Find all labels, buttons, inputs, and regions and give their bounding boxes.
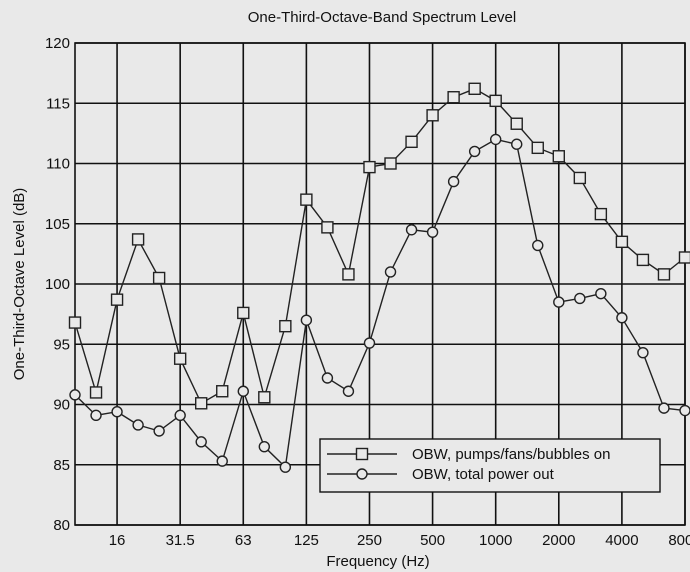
data-point-circle xyxy=(342,385,355,397)
y-tick-label: 115 xyxy=(46,95,70,112)
data-point-square xyxy=(89,386,103,399)
x-tick-label: 1000 xyxy=(479,532,512,549)
data-point-circle xyxy=(384,266,397,278)
y-tick-label: 80 xyxy=(53,517,70,534)
y-tick-label: 85 xyxy=(53,457,70,474)
data-point-circle xyxy=(553,296,565,308)
data-point-square xyxy=(68,316,82,329)
data-point-square xyxy=(489,94,502,108)
legend-entry: OBW, total power out xyxy=(327,466,555,483)
x-tick-label: 8000 xyxy=(668,532,690,549)
legend-circle-marker xyxy=(356,468,368,480)
series-line xyxy=(74,138,686,469)
data-point-square xyxy=(173,352,187,365)
data-point-circle xyxy=(90,409,102,422)
data-point-circle xyxy=(258,440,271,453)
data-point-circle xyxy=(321,372,334,384)
data-point-circle xyxy=(426,226,439,238)
y-axis-label: One-Third-Octave Level (dB) xyxy=(11,188,28,381)
data-point-circle xyxy=(216,455,228,467)
x-axis-label: Frequency (Hz) xyxy=(326,553,429,570)
data-point-square xyxy=(447,91,460,104)
data-point-square xyxy=(131,233,145,246)
data-point-square xyxy=(531,141,544,155)
data-point-circle xyxy=(489,133,502,146)
data-point-circle xyxy=(69,389,81,401)
data-point-square xyxy=(216,385,229,398)
data-point-circle xyxy=(279,461,292,473)
data-point-circle xyxy=(532,239,544,252)
x-tick-label: 63 xyxy=(235,532,252,549)
x-tick-label: 4000 xyxy=(605,532,638,549)
data-point-circle xyxy=(637,346,649,359)
data-point-square xyxy=(195,397,208,410)
data-point-square xyxy=(426,109,439,122)
data-point-square xyxy=(363,160,376,174)
data-point-square xyxy=(342,268,355,281)
y-tick-label: 90 xyxy=(53,397,70,414)
y-tick-label: 95 xyxy=(53,336,70,353)
data-point-circle xyxy=(174,409,186,422)
data-point-circle xyxy=(574,292,586,305)
x-tick-label: 250 xyxy=(357,532,382,549)
series-line xyxy=(74,88,686,405)
data-point-circle xyxy=(511,138,523,150)
legend-box xyxy=(319,438,661,493)
y-tick-label: 120 xyxy=(45,35,70,52)
data-point-square xyxy=(594,207,608,221)
x-tick-label: 31.5 xyxy=(166,532,195,549)
legend-entry: OBW, pumps/fans/bubbles on xyxy=(327,446,610,463)
data-point-circle xyxy=(132,419,144,431)
data-point-square xyxy=(279,319,292,333)
x-tick-label: 2000 xyxy=(542,532,575,549)
data-point-circle xyxy=(111,406,123,418)
data-point-square xyxy=(657,268,671,281)
y-tick-label: 110 xyxy=(46,156,70,173)
data-point-circle xyxy=(153,425,165,437)
y-tick-labels: 80 85 90 95 100 105 110 115 120 xyxy=(45,35,70,534)
y-tick-label: 105 xyxy=(45,216,70,233)
legend-square-marker xyxy=(355,447,369,461)
y-tick-label: 100 xyxy=(45,276,70,293)
data-point-square xyxy=(468,82,481,95)
data-point-circle xyxy=(616,312,628,324)
data-point-square xyxy=(552,150,565,163)
series-circle xyxy=(69,133,690,473)
data-point-square xyxy=(258,391,271,404)
series-square xyxy=(68,82,690,410)
data-point-circle xyxy=(447,175,460,188)
data-point-circle xyxy=(300,314,313,326)
data-point-square xyxy=(636,253,650,267)
legend-label: OBW, pumps/fans/bubbles on xyxy=(412,446,610,463)
data-point-circle xyxy=(363,337,376,349)
data-point-square xyxy=(321,221,334,234)
series-layer xyxy=(68,82,690,473)
x-tick-label: 16 xyxy=(109,532,126,549)
data-point-square xyxy=(405,135,418,149)
legend: OBW, pumps/fans/bubbles on OBW, total pow… xyxy=(319,438,661,493)
data-point-square xyxy=(384,157,397,170)
plot-frame xyxy=(74,42,686,526)
data-point-square xyxy=(300,193,313,206)
x-tick-labels: 16 31.5 63 125 250 500 1000 2000 4000 8000 xyxy=(109,532,690,549)
data-point-circle xyxy=(595,287,607,300)
data-point-circle xyxy=(468,145,481,158)
data-point-square xyxy=(237,306,250,320)
x-tick-label: 125 xyxy=(294,532,319,549)
data-point-circle xyxy=(658,402,670,414)
data-point-square xyxy=(510,117,523,130)
data-point-square xyxy=(615,235,629,249)
data-point-square xyxy=(110,293,124,306)
data-point-square xyxy=(573,171,587,185)
data-point-circle xyxy=(195,436,207,448)
legend-label: OBW, total power out xyxy=(412,466,555,483)
data-point-circle xyxy=(405,224,418,236)
chart-title: One-Third-Octave-Band Spectrum Level xyxy=(248,9,516,26)
x-tick-label: 500 xyxy=(420,532,445,549)
data-point-square xyxy=(678,251,690,264)
data-point-circle xyxy=(679,404,690,417)
data-point-square xyxy=(152,271,166,285)
data-point-circle xyxy=(237,385,249,397)
